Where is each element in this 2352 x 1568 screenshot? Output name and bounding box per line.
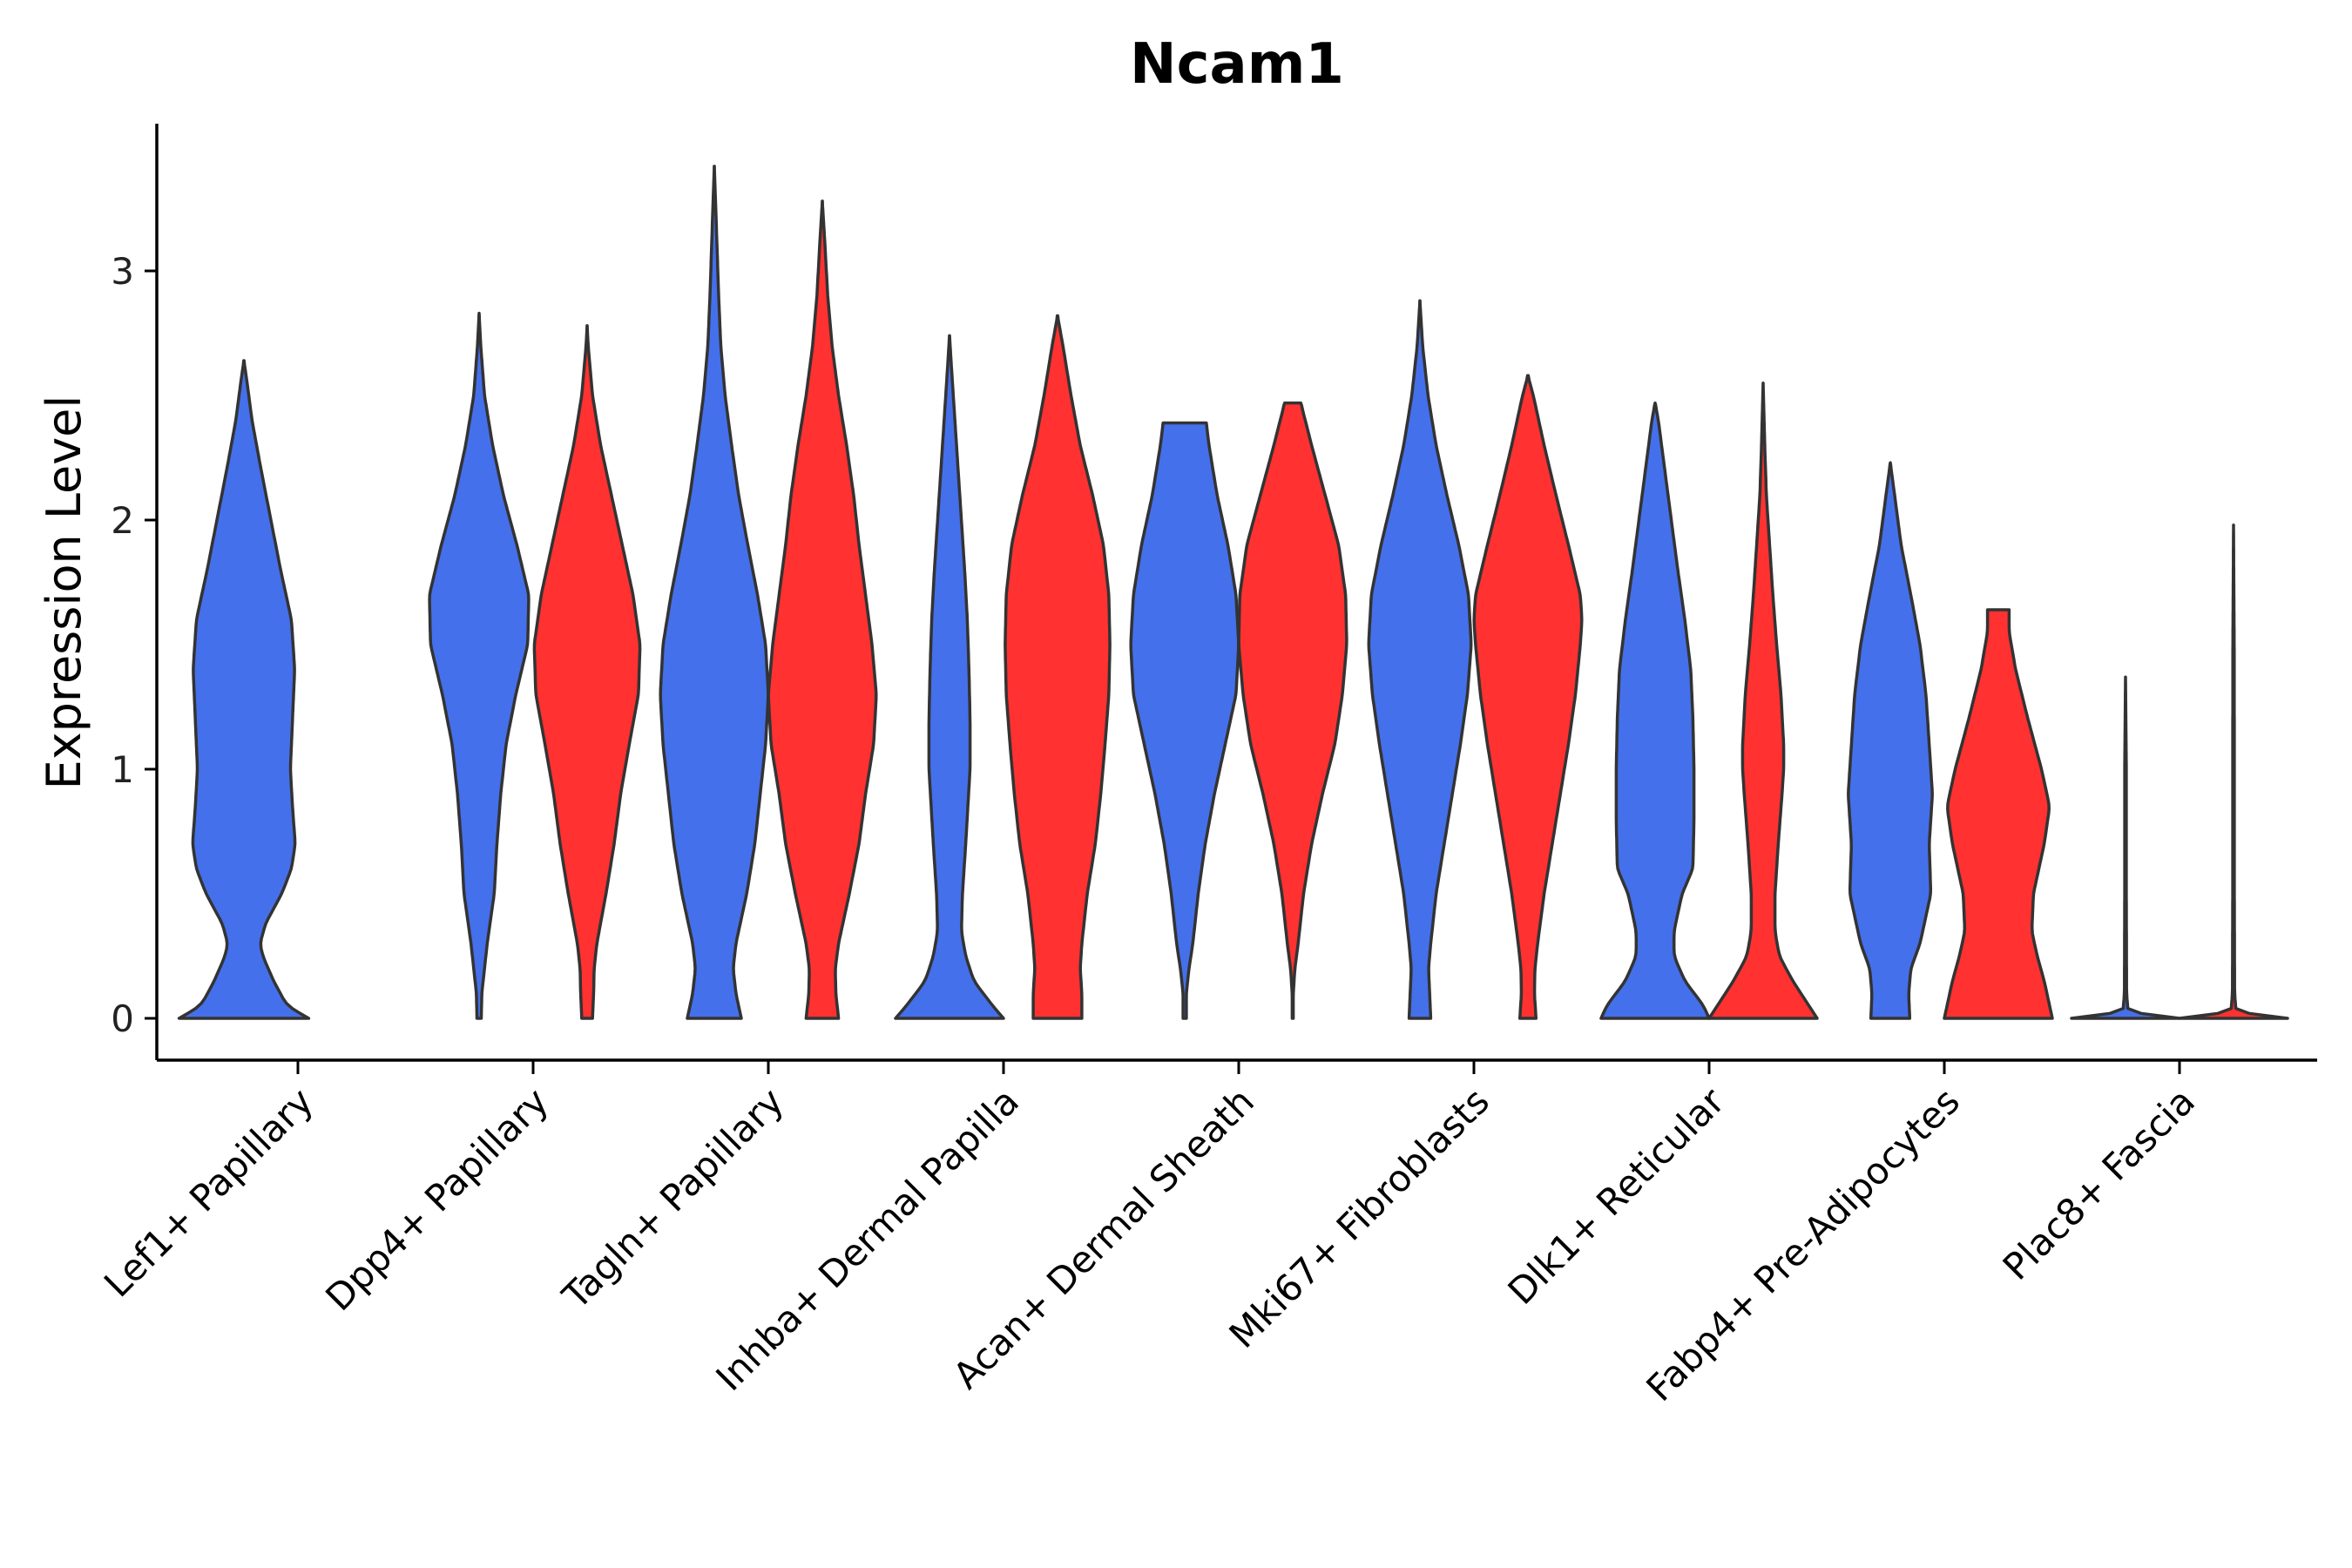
y-ticks: 0 1 2 3	[111, 250, 157, 1040]
violin-6-group2	[1472, 374, 1584, 1020]
violin-2-group1	[428, 311, 531, 1020]
x-tick-label: Dpp4+ Papillary	[317, 1079, 557, 1319]
y-tick-label: 2	[111, 499, 134, 542]
x-tick-label: Tagln+ Papillary	[554, 1079, 792, 1317]
violin-1-group1	[177, 359, 311, 1020]
violin-4-group2	[1004, 314, 1112, 1020]
x-tick-label: Plac8+ Fascia	[1995, 1079, 2203, 1288]
violin-3-group2	[767, 199, 878, 1020]
violin-6-group1	[1367, 299, 1473, 1020]
y-tick-label: 1	[111, 748, 134, 791]
violin-5-group1	[1129, 421, 1240, 1020]
violin-2-group2	[532, 324, 642, 1020]
violin-7-group2	[1707, 381, 1819, 1020]
violin-5-group2	[1237, 401, 1348, 1020]
x-tick-label: Dlk1+ Reticular	[1500, 1079, 1734, 1313]
chart-title: Ncam1	[1130, 32, 1344, 97]
axes	[155, 124, 2317, 1062]
violin-9-group1	[2070, 675, 2181, 1020]
x-tick-label: Lef1+ Papillary	[96, 1079, 321, 1305]
y-tick-label: 3	[111, 250, 134, 293]
y-axis-label: Expression Level	[37, 395, 91, 790]
violin-layer	[177, 165, 2289, 1020]
violin-9-group2	[2178, 523, 2289, 1020]
violin-7-group1	[1599, 401, 1711, 1020]
violin-3-group1	[659, 165, 770, 1020]
violin-8-group2	[1943, 608, 2054, 1020]
y-tick-label: 0	[111, 997, 134, 1040]
x-tick-label: Mki67+ Fibroblasts	[1221, 1079, 1497, 1355]
violin-8-group1	[1847, 461, 1934, 1020]
violin-4-group1	[894, 334, 1005, 1020]
